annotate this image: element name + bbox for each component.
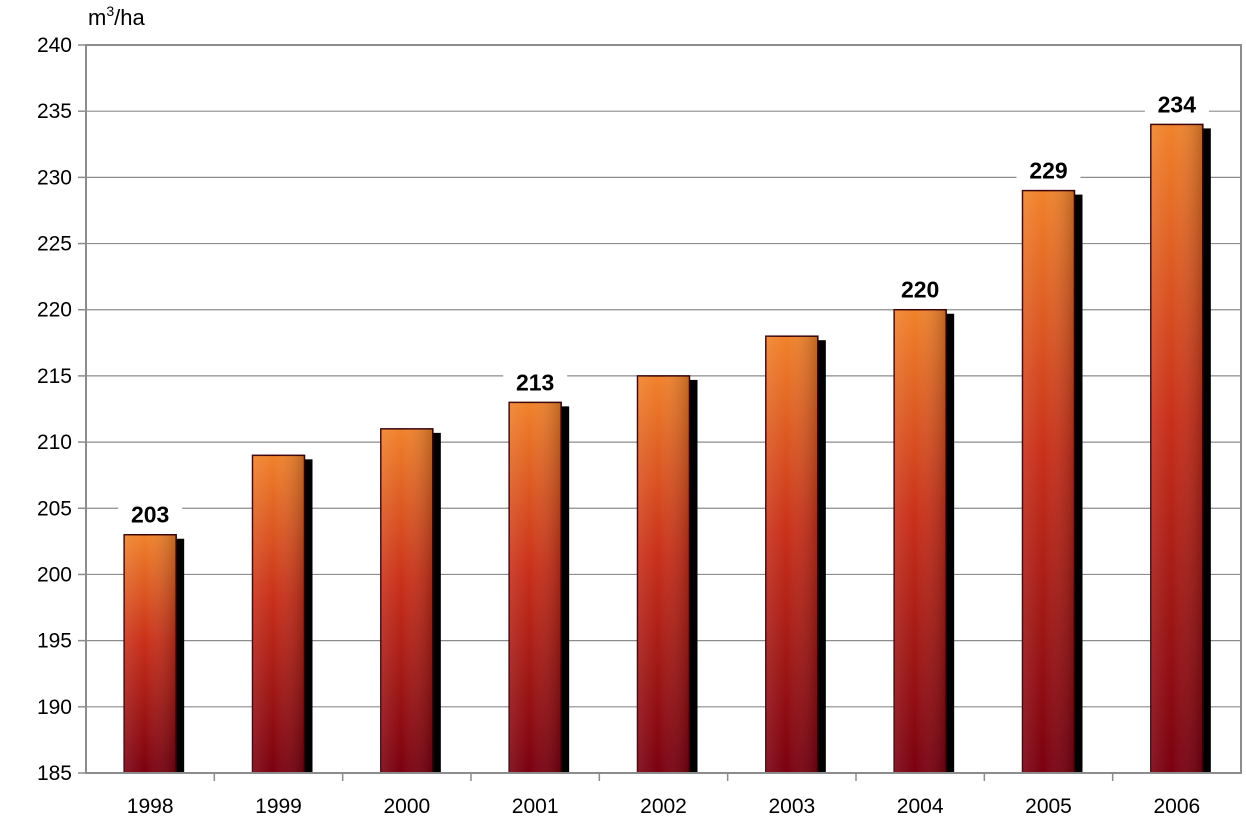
y-tick-label: 230 (37, 166, 72, 189)
bar-2005 (1021, 189, 1083, 774)
svg-text:m3/ha: m3/ha (88, 3, 145, 30)
x-tick-label: 2004 (897, 795, 944, 818)
bar-sheen (1022, 190, 1075, 774)
bar-2004 (893, 308, 955, 774)
x-tick-label: 2006 (1153, 795, 1200, 818)
data-label-bg (118, 498, 183, 529)
y-tick-label: 240 (37, 34, 72, 57)
y-tick-label: 195 (37, 630, 72, 653)
x-tick-label: 2002 (640, 795, 687, 818)
data-label: 234 (1158, 91, 1197, 117)
y-tick-label: 210 (37, 431, 72, 454)
data-label-bg (1016, 154, 1081, 185)
y-tick-label: 215 (37, 365, 72, 388)
bar-sheen (509, 402, 562, 773)
bar-sheen (637, 375, 690, 773)
bar-sheen (124, 534, 177, 773)
unit-rest: /ha (114, 5, 145, 30)
y-tick-label: 190 (37, 696, 72, 719)
data-label: 220 (901, 277, 939, 303)
bar-sheen (765, 336, 818, 773)
unit-exponent: 3 (106, 3, 114, 19)
x-tick-label: 2005 (1025, 795, 1072, 818)
bars (123, 123, 1211, 774)
data-label-bg (888, 273, 953, 304)
x-tick-label: 1998 (127, 795, 174, 818)
data-label-bg (503, 366, 568, 397)
bar-sheen (894, 309, 947, 773)
bar-sheen (252, 455, 305, 773)
data-label-bg (1144, 88, 1209, 119)
bar-2002 (636, 375, 698, 774)
data-label: 203 (131, 502, 169, 528)
y-tick-label: 205 (37, 497, 72, 520)
bar-2001 (508, 401, 570, 774)
x-tick-label: 2001 (512, 795, 559, 818)
y-tick-label: 225 (37, 233, 72, 256)
y-tick-label: 235 (37, 100, 72, 123)
bar-sheen (1150, 124, 1203, 773)
x-axis: 1998 1999 2000 2001 2002 2003 2004 2005 2006 (127, 773, 1200, 818)
y-tick-label: 185 (37, 762, 72, 785)
bar-2006 (1150, 123, 1211, 774)
y-axis-unit-label: m3/ha (88, 3, 145, 30)
bar-1999 (251, 454, 313, 774)
plot-frame (85, 44, 1242, 774)
data-label: 213 (516, 369, 554, 395)
data-labels: 203 213 220 229 234 (118, 88, 1209, 529)
y-tick-label: 200 (37, 563, 72, 586)
x-tick-label: 2000 (383, 795, 430, 818)
x-tick-label: 2003 (768, 795, 815, 818)
data-label: 229 (1029, 158, 1067, 184)
x-tick-label: 1999 (255, 795, 302, 818)
bar-2000 (380, 428, 441, 774)
y-tick-label: 220 (37, 299, 72, 322)
y-axis: 185 190 195 200 205 210 215 220 225 230 235 240 (37, 34, 86, 785)
bar-sheen (380, 428, 433, 773)
unit-base: m (88, 5, 106, 30)
bar-2003 (765, 335, 826, 774)
bar-1998 (123, 533, 185, 774)
